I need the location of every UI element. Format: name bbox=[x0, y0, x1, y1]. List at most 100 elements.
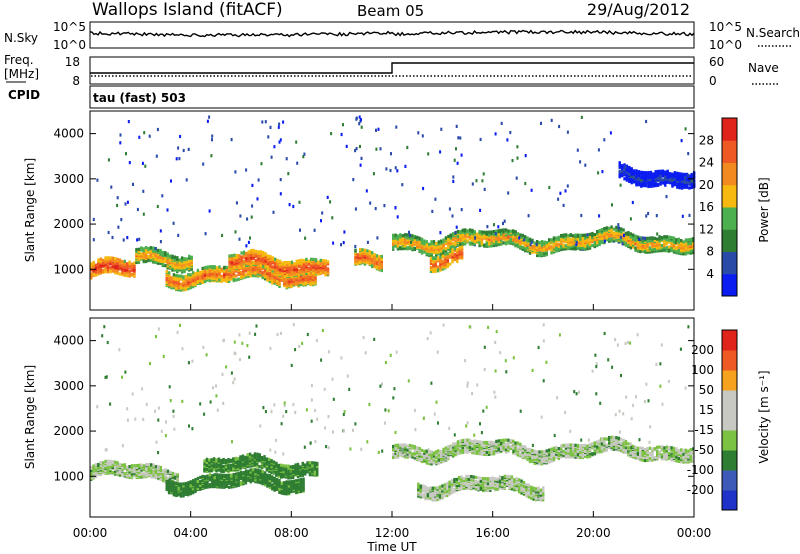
power-echo-cell bbox=[261, 276, 264, 280]
power-echo-cell bbox=[314, 279, 317, 283]
velocity-echo-cell bbox=[302, 488, 305, 492]
power-echo-cell bbox=[399, 246, 402, 250]
velocity-echo-cell bbox=[237, 481, 240, 485]
velocity-echo-cell bbox=[285, 487, 288, 491]
power-echo-cell bbox=[649, 177, 653, 181]
velocity-echo-cell bbox=[239, 470, 243, 475]
power-echo-cell bbox=[262, 251, 265, 255]
power-echo-cell bbox=[615, 230, 618, 234]
power-echo-cell bbox=[677, 248, 680, 252]
velocity-echo-cell bbox=[128, 466, 131, 471]
power-echo-cell bbox=[656, 182, 660, 186]
power-echo-cell bbox=[312, 260, 315, 264]
power-echo-cell bbox=[441, 254, 445, 258]
power-echo-cell bbox=[646, 248, 649, 252]
power-echo-cell bbox=[232, 272, 236, 276]
power-scatter-echo bbox=[358, 122, 361, 126]
power-echo-cell bbox=[461, 233, 464, 237]
power-echo-cell bbox=[581, 237, 584, 241]
velocity-echo-cell bbox=[179, 485, 183, 489]
power-scatter-echo bbox=[479, 208, 482, 212]
power-echo-cell bbox=[543, 244, 546, 248]
power-echo-cell bbox=[689, 237, 692, 241]
power-echo-cell bbox=[166, 264, 169, 268]
power-scatter-echo bbox=[332, 241, 335, 245]
power-echo-cell bbox=[509, 234, 512, 238]
velocity-echo-cell bbox=[205, 469, 209, 473]
power-echo-cell bbox=[625, 170, 629, 174]
power-echo-cell bbox=[311, 282, 315, 286]
power-echo-cell bbox=[102, 268, 105, 272]
power-echo-cell bbox=[378, 257, 381, 261]
power-echo-cell bbox=[526, 236, 529, 240]
power-echo-cell bbox=[533, 241, 536, 245]
power-echo-cell bbox=[687, 251, 690, 255]
power-echo-cell bbox=[309, 278, 312, 283]
power-echo-cell bbox=[123, 265, 126, 269]
power-echo-cell bbox=[92, 260, 95, 265]
power-scatter-echo bbox=[366, 240, 369, 244]
velocity-echo-cell bbox=[135, 464, 138, 468]
power-echo-cell bbox=[178, 258, 181, 262]
power-echo-cell bbox=[536, 240, 539, 244]
velocity-echo-cell bbox=[182, 484, 185, 488]
power-echo-cell bbox=[295, 267, 298, 271]
power-echo-cell bbox=[371, 261, 374, 265]
power-echo-cell bbox=[620, 238, 623, 242]
power-scatter-echo bbox=[566, 130, 569, 134]
power-echo-cell bbox=[430, 252, 433, 256]
power-echo-cell bbox=[106, 268, 110, 272]
power-echo-cell bbox=[165, 277, 168, 282]
power-echo-cell bbox=[526, 238, 529, 242]
velocity-echo-cell bbox=[244, 477, 248, 481]
velocity-echo-cell bbox=[174, 476, 177, 480]
power-echo-cell bbox=[478, 235, 481, 239]
velocity-echo-cell bbox=[211, 474, 214, 478]
power-echo-cell bbox=[182, 275, 185, 279]
power-echo-cell bbox=[630, 169, 633, 173]
power-scatter-echo bbox=[374, 207, 377, 211]
power-scatter-echo bbox=[452, 179, 455, 183]
power-echo-cell bbox=[278, 279, 281, 283]
power-echo-cell bbox=[322, 268, 325, 272]
power-echo-cell bbox=[670, 241, 673, 245]
power-echo-cell bbox=[90, 274, 93, 278]
power-echo-cell bbox=[692, 244, 695, 248]
velocity-echo-cell bbox=[229, 463, 233, 467]
power-echo-cell bbox=[401, 234, 404, 238]
power-echo-cell bbox=[305, 257, 308, 261]
power-scatter-echo bbox=[580, 115, 583, 119]
power-echo-cell bbox=[478, 241, 481, 245]
velocity-echo-cell bbox=[285, 489, 288, 493]
power-echo-cell bbox=[144, 251, 148, 255]
power-echo-cell bbox=[156, 254, 160, 258]
power-scatter-echo bbox=[282, 120, 285, 124]
power-echo-cell bbox=[196, 268, 200, 272]
power-scatter-echo bbox=[208, 115, 211, 119]
velocity-echo-cell bbox=[295, 482, 298, 486]
power-echo-cell bbox=[629, 243, 632, 247]
power-echo-cell bbox=[411, 236, 414, 240]
velocity-echo-cell bbox=[128, 473, 131, 478]
power-echo-cell bbox=[203, 273, 207, 277]
power-echo-cell bbox=[676, 171, 679, 175]
power-echo-cell bbox=[416, 237, 419, 241]
power-echo-cell bbox=[302, 270, 306, 274]
velocity-echo-cell bbox=[254, 478, 257, 482]
power-echo-cell bbox=[238, 265, 241, 269]
power-scatter-echo bbox=[369, 201, 372, 205]
power-echo-cell bbox=[401, 242, 404, 246]
power-echo-cell bbox=[230, 277, 233, 281]
power-echo-cell bbox=[140, 252, 143, 256]
velocity-echo-cell bbox=[201, 477, 204, 481]
power-echo-cell bbox=[555, 236, 558, 240]
power-scatter-echo bbox=[680, 139, 683, 143]
velocity-echo-cell bbox=[235, 477, 238, 481]
power-echo-cell bbox=[456, 234, 460, 239]
power-echo-cell bbox=[121, 273, 124, 277]
power-echo-cell bbox=[593, 241, 596, 245]
velocity-echo-cell bbox=[203, 464, 206, 468]
power-echo-cell bbox=[356, 259, 359, 263]
power-echo-cell bbox=[509, 237, 512, 241]
velocity-echo-cell bbox=[182, 486, 185, 490]
